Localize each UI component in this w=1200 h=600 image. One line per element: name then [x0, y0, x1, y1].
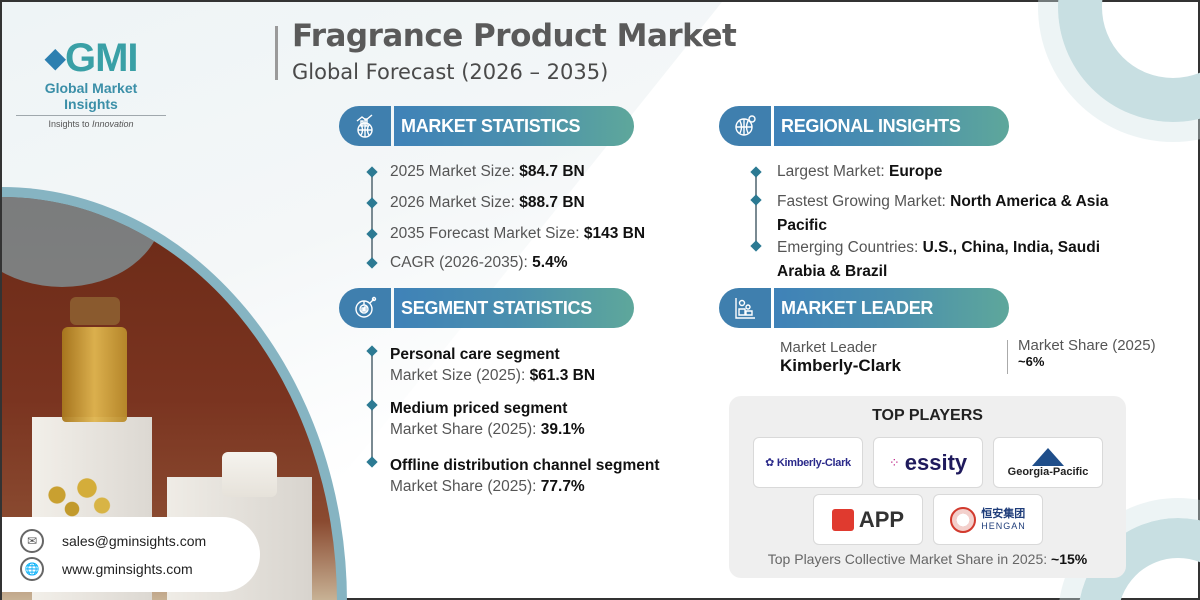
market-statistics-list: 2025 Market Size: $84.7 BN 2026 Market S… — [366, 162, 688, 282]
app-logo-icon — [831, 508, 854, 531]
stat-item: 2026 Market Size: $88.7 BN — [366, 193, 688, 224]
region-item: Emerging Countries: U.S., China, India, … — [750, 236, 1147, 284]
market-statistics-header: MARKET STATISTICS — [339, 106, 634, 146]
georgia-pacific-logo: Georgia-Pacific — [1008, 447, 1088, 478]
stat-item: CAGR (2026-2035): 5.4% — [366, 253, 688, 282]
contact-website[interactable]: www.gminsights.com — [62, 561, 193, 577]
globe-icon: 🌐 — [20, 557, 44, 581]
segment-item: Offline distribution channel segment Mark… — [366, 455, 698, 497]
segment-item: Medium priced segment Market Share (2025)… — [366, 398, 698, 455]
regional-insights-header: REGIONAL INSIGHTS — [719, 106, 1009, 146]
title-accent-bar — [275, 26, 278, 80]
top-players-collective-share: Top Players Collective Market Share in 2… — [767, 551, 1088, 567]
kimberly-clark-logo: ✿ Kimberly-Clark — [765, 457, 851, 469]
market-leader-block: Market Leader Kimberly-Clark — [780, 339, 901, 376]
photo-oil-bottle — [62, 327, 127, 422]
market-share-block: Market Share (2025) ~6% — [1018, 337, 1156, 369]
bullet-icon — [366, 228, 378, 240]
logo-mark: ◆GMI — [44, 36, 138, 80]
photo-cork — [70, 297, 120, 325]
player-card-essity[interactable]: ⁘ essity — [873, 437, 983, 488]
bullet-icon — [366, 456, 378, 468]
hengan-logo: 恒安集团 HENGAN — [981, 508, 1026, 531]
market-share-value: ~6% — [1018, 354, 1045, 369]
segment-statistics-title: SEGMENT STATISTICS — [394, 288, 634, 328]
region-item: Largest Market: Europe — [750, 162, 1152, 190]
globe-pin-icon — [719, 106, 771, 146]
gmi-logo[interactable]: ◆GMI Global Market Insights Insights to … — [16, 38, 166, 129]
photo-cream-jar — [222, 452, 277, 497]
leader-divider — [1007, 340, 1008, 374]
market-statistics-title: MARKET STATISTICS — [394, 106, 634, 146]
essity-dots-icon: ⁘ — [888, 454, 900, 470]
market-leader-title: MARKET LEADER — [774, 288, 1009, 328]
top-players-panel: TOP PLAYERS ✿ Kimberly-Clark ⁘ essity Ge… — [729, 396, 1126, 578]
stat-item: 2025 Market Size: $84.7 BN — [366, 162, 688, 193]
market-leader-value: Kimberly-Clark — [780, 356, 901, 375]
stat-item: 2035 Forecast Market Size: $143 BN — [366, 224, 688, 253]
envelope-icon: ✉ — [20, 529, 44, 553]
regional-insights-list: Largest Market: Europe Fastest Growing M… — [750, 162, 1152, 284]
bullet-icon — [750, 240, 762, 252]
player-card-georgia-pacific[interactable]: Georgia-Pacific — [993, 437, 1103, 488]
bullet-icon — [366, 399, 378, 411]
player-card-app[interactable]: APP — [813, 494, 923, 545]
segment-statistics-list: Personal care segment Market Size (2025):… — [366, 344, 698, 497]
gp-triangle-icon — [1031, 447, 1064, 466]
diamond-icon: ◆ — [44, 42, 66, 73]
regional-insights-title: REGIONAL INSIGHTS — [774, 106, 1009, 146]
logo-tagline: Insights to Innovation — [48, 119, 134, 129]
bullet-icon — [750, 194, 762, 206]
contact-panel: ✉ sales@gminsights.com 🌐 www.gminsights.… — [2, 517, 260, 592]
bullet-icon — [366, 166, 378, 178]
market-leader-header: MARKET LEADER — [719, 288, 1009, 328]
contact-email[interactable]: sales@gminsights.com — [62, 533, 207, 549]
region-item: Fastest Growing Market: North America & … — [750, 190, 1152, 236]
logo-name: Global Market Insights — [44, 80, 138, 112]
player-card-hengan[interactable]: 恒安集团 HENGAN — [933, 494, 1043, 545]
bullet-icon — [366, 257, 378, 269]
essity-logo: essity — [904, 449, 968, 475]
pie-chart-icon — [339, 288, 391, 328]
market-leader-label: Market Leader — [780, 339, 877, 356]
app-logo: APP — [858, 506, 905, 532]
segment-item: Personal care segment Market Size (2025):… — [366, 344, 698, 398]
decorative-ring-top-right — [1058, 0, 1200, 122]
contact-website-row[interactable]: 🌐 www.gminsights.com — [20, 555, 260, 583]
bullet-icon — [366, 345, 378, 357]
logo-divider — [16, 115, 166, 116]
page-title: Fragrance Product Market — [292, 18, 737, 54]
segment-statistics-header: SEGMENT STATISTICS — [339, 288, 634, 328]
leader-chart-icon — [719, 288, 771, 328]
player-card-kimberly-clark[interactable]: ✿ Kimberly-Clark — [753, 437, 863, 488]
hengan-logo-icon — [950, 506, 977, 533]
bullet-icon — [750, 166, 762, 178]
contact-email-row[interactable]: ✉ sales@gminsights.com — [20, 527, 260, 555]
top-players-title: TOP PLAYERS — [872, 407, 983, 424]
page-subtitle: Global Forecast (2026 – 2035) — [292, 60, 609, 84]
market-share-label: Market Share (2025) — [1018, 337, 1156, 354]
bullet-icon — [366, 197, 378, 209]
globe-chart-icon — [339, 106, 391, 146]
